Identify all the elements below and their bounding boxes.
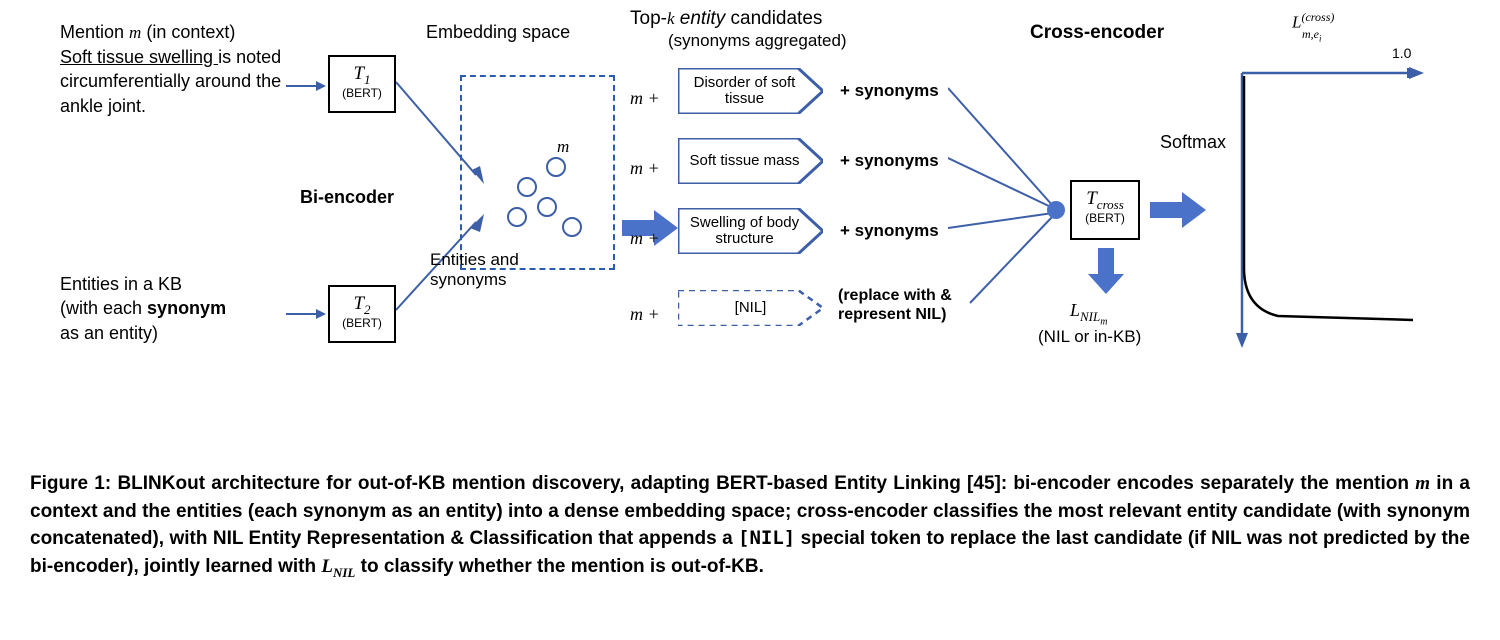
- cross-encoder-label: Cross-encoder: [1030, 20, 1164, 46]
- t2-encoder-box: T2 (BERT): [328, 285, 396, 343]
- arrow-to-softmax: [1150, 192, 1206, 228]
- candidate-synonyms-1: + synonyms: [840, 80, 939, 103]
- softmax-label: Softmax: [1160, 130, 1226, 154]
- embedding-point: [517, 177, 537, 197]
- candidate-nil-note: (replace with &represent NIL): [838, 286, 952, 324]
- embedding-point: [507, 207, 527, 227]
- candidate-synonyms-2: + synonyms: [840, 150, 939, 173]
- embedding-title: Embedding space: [426, 20, 570, 44]
- topk-subtitle: (synonyms aggregated): [668, 30, 847, 53]
- arrow-down-nil: [1088, 248, 1124, 294]
- embedding-space-box: m: [460, 75, 615, 270]
- candidate-box-1: Disorder of soft tissue: [678, 68, 823, 114]
- figure-caption: Figure 1: BLINKout architecture for out-…: [30, 470, 1470, 582]
- topk-title: Top-k entity candidates: [630, 6, 822, 32]
- softmax-curve-plot: [1228, 58, 1428, 348]
- bi-encoder-label: Bi-encoder: [300, 185, 394, 209]
- mplus-label: m +: [630, 88, 660, 109]
- embedding-caption: Entities andsynonyms: [430, 250, 519, 291]
- mplus-label: m +: [630, 158, 660, 179]
- arrow-mention-t1: [286, 80, 326, 92]
- lcross-label: L(cross) m,ei: [1292, 10, 1334, 53]
- candidate-box-3: Swelling of body structure: [678, 208, 823, 254]
- embedding-m-label: m: [557, 137, 569, 157]
- entities-kb: Entities in a KB (with each synonym as a…: [60, 272, 280, 345]
- mention-text: Soft tissue swelling is noted circumfere…: [60, 45, 285, 118]
- mplus-label: m +: [630, 304, 660, 325]
- lnil-label: LNILm: [1070, 300, 1107, 327]
- lnil-caption: (NIL or in-KB): [1038, 326, 1141, 349]
- arrow-entities-t2: [286, 308, 326, 320]
- t1-encoder-box: T1 (BERT): [328, 55, 396, 113]
- tcross-box: Tcross (BERT): [1070, 180, 1140, 240]
- candidate-box-2: Soft tissue mass: [678, 138, 823, 184]
- converging-lines: [948, 78, 1068, 328]
- mention-heading: Mention m (in context): [60, 20, 235, 45]
- candidate-box-nil: [NIL]: [678, 290, 823, 326]
- embedding-point: [537, 197, 557, 217]
- candidate-synonyms-3: + synonyms: [840, 220, 939, 243]
- mplus-label: m +: [630, 228, 660, 249]
- embedding-point: [546, 157, 566, 177]
- embedding-point: [562, 217, 582, 237]
